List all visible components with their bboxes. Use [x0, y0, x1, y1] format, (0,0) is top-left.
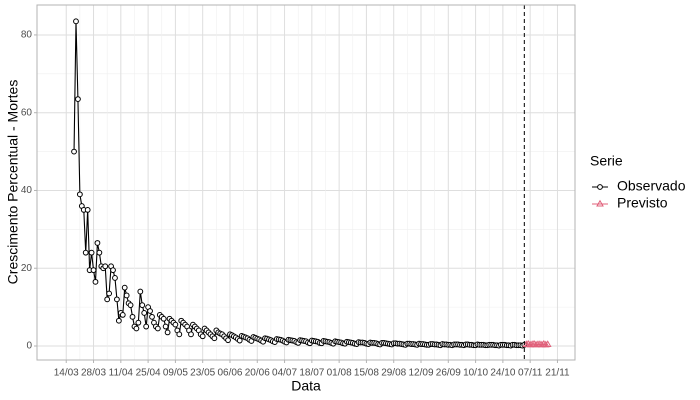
point [154, 325, 161, 332]
point [92, 278, 99, 285]
point [94, 240, 101, 246]
point [90, 267, 97, 274]
point [75, 96, 81, 102]
x-tick-label: 01/08 [327, 368, 352, 379]
point [123, 292, 130, 299]
x-tick-label: 24/10 [490, 368, 515, 379]
x-tick-label: 04/07 [272, 368, 297, 379]
point [530, 339, 538, 347]
x-tick-label: 14/03 [54, 368, 79, 379]
point [129, 313, 136, 320]
x-tick-label: 09/05 [163, 368, 188, 379]
point [71, 148, 77, 155]
legend-marker [597, 184, 603, 190]
grid [37, 5, 575, 360]
y-tick-label: 80 [21, 30, 33, 41]
point [236, 337, 243, 344]
point [172, 321, 179, 328]
point [106, 290, 113, 297]
x-tick-label: 20/06 [245, 368, 270, 379]
point [135, 319, 142, 326]
legend-label: Observado [617, 178, 686, 194]
point [139, 302, 146, 309]
x-tick-label: 15/08 [354, 368, 379, 379]
point [160, 315, 167, 322]
point [112, 275, 118, 281]
point [119, 311, 126, 318]
point [114, 296, 120, 303]
x-tick-label: 25/04 [136, 368, 161, 379]
x-tick-label: 12/09 [408, 368, 433, 379]
point [82, 249, 89, 256]
x-tick-label: 06/06 [217, 368, 242, 379]
y-tick-label: 40 [21, 185, 33, 196]
x-tick-label: 18/07 [299, 368, 324, 379]
legend-marker [596, 199, 604, 207]
point [143, 323, 150, 330]
point [211, 335, 218, 342]
point [115, 317, 122, 324]
point [524, 339, 533, 347]
point [176, 331, 183, 338]
point [76, 191, 83, 198]
x-tick-label: 26/09 [436, 368, 461, 379]
point [141, 310, 148, 316]
plot-area [71, 5, 552, 360]
y-tick-label: 20 [21, 263, 33, 274]
x-axis-title: Data [291, 378, 321, 394]
point [539, 339, 548, 347]
x-tick-label: 28/03 [81, 368, 106, 379]
point [127, 302, 134, 309]
x-tick-label: 11/04 [109, 368, 134, 379]
point [73, 18, 79, 25]
legend-title: Serie [590, 153, 623, 169]
point [88, 249, 95, 256]
x-tick-label: 23/05 [190, 368, 215, 379]
point [149, 313, 155, 320]
point [537, 340, 546, 348]
panel-border [36, 4, 576, 361]
point [188, 331, 194, 338]
point [147, 308, 153, 314]
point [96, 249, 103, 256]
x-tick-label: 07/11 [518, 368, 543, 379]
point [162, 323, 169, 330]
point [110, 267, 116, 274]
x-tick-label: 29/08 [381, 368, 406, 379]
point [104, 296, 111, 303]
legend-label: Previsto [617, 195, 668, 211]
y-tick-label: 0 [26, 341, 32, 352]
x-tick-label: 10/10 [463, 368, 488, 379]
point [102, 263, 109, 270]
point [199, 333, 206, 340]
x-tick-label: 21/11 [545, 368, 570, 379]
point [164, 329, 171, 336]
point [133, 325, 140, 332]
y-tick-label: 60 [21, 107, 33, 118]
y-axis-title: Crescimento Percentual - Mortes [5, 80, 21, 285]
point [543, 340, 552, 347]
point [137, 288, 144, 295]
point [121, 284, 128, 291]
point [225, 337, 231, 344]
point [84, 207, 91, 213]
